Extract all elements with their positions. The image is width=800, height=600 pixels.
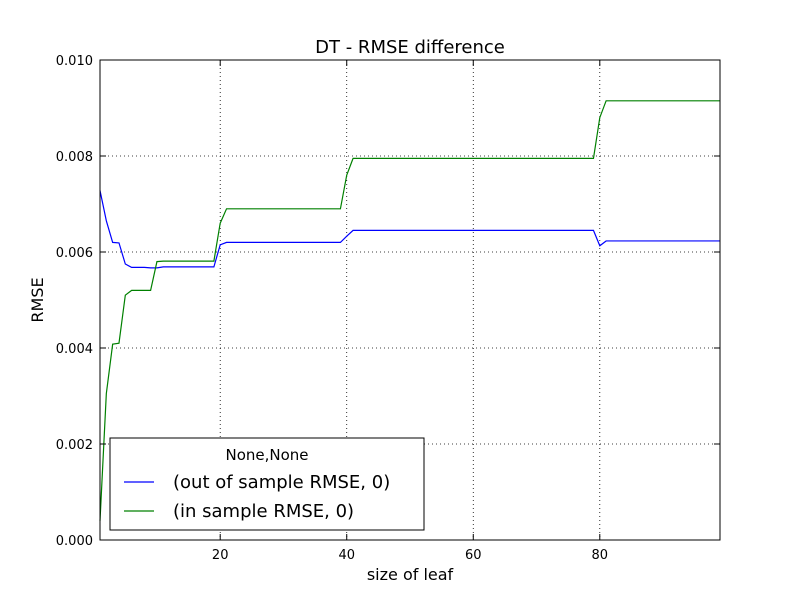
series-line-1 <box>99 100 720 521</box>
x-tick-label: 60 <box>465 548 482 563</box>
x-axis-title: size of leaf <box>367 565 454 584</box>
x-tick-label: 40 <box>338 548 355 563</box>
legend-label-out-of-sample: (out of sample RMSE, 0) <box>173 472 390 493</box>
legend: None,None (out of sample RMSE, 0) (in sa… <box>109 437 425 531</box>
y-tick-label: 0.006 <box>56 246 93 261</box>
series-line-0 <box>99 190 720 269</box>
y-axis-title: RMSE <box>28 277 47 322</box>
tick-layer: 20 40 60 80 0.000 0.002 0.004 0.006 0.008 0.010 <box>56 54 720 563</box>
legend-box <box>109 437 425 531</box>
x-tick-label: 20 <box>212 548 229 563</box>
y-tick-label: 0.008 <box>56 150 93 165</box>
y-tick-label: 0.004 <box>56 342 93 357</box>
y-tick-label: 0.000 <box>56 534 93 549</box>
legend-label-in-sample: (in sample RMSE, 0) <box>173 501 354 522</box>
series-layer <box>99 100 720 521</box>
y-tick-label: 0.002 <box>56 438 93 453</box>
y-tick-label: 0.010 <box>56 54 93 69</box>
legend-title: None,None <box>225 446 308 464</box>
plot-frame <box>99 59 721 541</box>
chart-title: DT - RMSE difference <box>315 37 505 58</box>
x-tick-label: 80 <box>592 548 609 563</box>
